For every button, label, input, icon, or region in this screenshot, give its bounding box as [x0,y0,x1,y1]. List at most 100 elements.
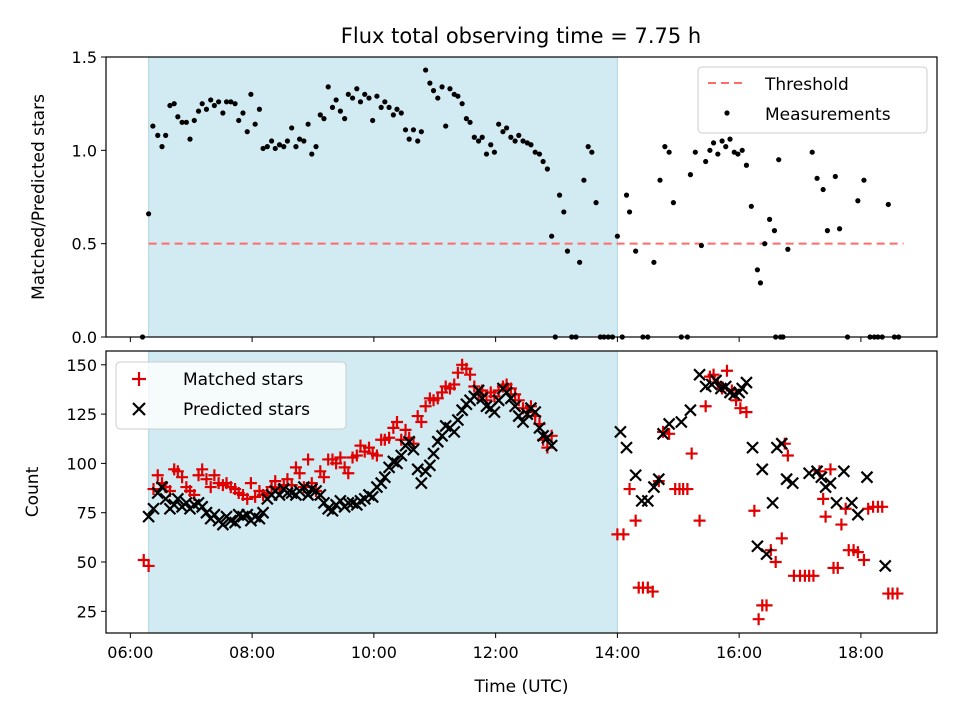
predicted-legend-swatch [132,402,146,416]
predicted-star-point [693,368,706,381]
measurement-point [692,149,698,155]
measurement-point [703,158,709,165]
measurement-point [581,177,587,183]
measurement-point [743,162,750,168]
measurement-point [776,157,782,163]
count-x-tick-label: 06:00 [107,643,153,662]
measurement-point [337,108,343,114]
measurement-point [244,129,250,135]
matched-star-point [819,510,832,523]
predicted-star-point [620,441,633,454]
measurement-point [536,151,543,157]
measurement-point [386,104,392,110]
matched-star-point [293,467,306,480]
predicted-star-point [419,465,432,478]
predicted-star-point [314,488,327,502]
measurement-point [491,149,498,155]
matched-star-point [415,415,428,428]
matched-star-point [370,449,383,462]
matched-star-point [419,400,432,413]
measurement-point [623,192,630,198]
predicted-star-point [472,384,485,397]
count-panel: 25 50 75 100 125 150 06:00 08:00 10:00 12:00 14:0… [23,350,938,697]
measurement-point [500,129,506,135]
predicted-star-point [253,512,266,525]
predicted-star-point [455,403,469,417]
ratio-y-tick-label: 0.5 [72,235,97,254]
matched-star-point [200,473,213,486]
predicted-star-point [508,399,522,413]
predicted-star-point [142,510,155,523]
predicted-star-point [155,480,169,494]
count-x-tick-label: 10:00 [351,643,397,662]
measurements-legend-swatch [724,110,730,116]
measurement-point [556,192,563,198]
measurement-point [651,259,657,265]
matched-star-point [204,481,217,494]
measurement-point [394,106,400,112]
matched-star-point [512,394,525,407]
predicted-star-point [208,508,221,521]
matched-star-point [617,528,630,541]
matched-star-point [775,532,788,545]
predicted-star-point [629,468,642,482]
predicted-star-point [147,502,160,516]
predicted-star-point [415,476,428,490]
count-x-axis-label: Time (UTC) [474,677,569,697]
measurement-point [390,112,396,118]
measurement-point [313,144,319,150]
measurement-point [463,116,470,122]
measurement-point [293,144,299,150]
predicted-star-point [614,425,627,439]
count-y-axis: 25 50 75 100 125 150 [66,356,106,621]
predicted-star-point [256,506,270,519]
observing-span-top [148,56,618,338]
predicted-star-point [500,386,513,399]
measurement-point [614,233,620,239]
measurement-point [187,136,193,142]
threshold-legend-label: Threshold [764,75,849,95]
predicted-star-point [641,494,655,508]
matched-star-point [395,433,408,446]
predicted-star-point [845,496,859,510]
predicted-star-point [171,492,185,506]
predicted-star-point [528,405,542,419]
matched-star-point [835,518,848,531]
ratio-plot-frame [105,56,938,338]
matched-legend-swatch [132,372,146,386]
measurement-point [406,136,412,142]
predicted-star-point [647,480,661,494]
measurement-point [832,173,838,180]
count-legend: Matched stars Predicted stars [115,361,347,430]
measurement-point [809,149,815,155]
measurement-point [321,116,327,122]
measurement-point [824,228,831,234]
measurement-point [296,136,303,142]
measurement-point [374,93,380,99]
measurement-point [723,144,729,150]
predicted-star-point [326,504,339,518]
measurement-point [402,127,409,133]
measurements-legend-label: Measurements [765,105,891,125]
matched-star-point [448,378,461,391]
matched-star-point [142,559,155,572]
measurement-point [861,177,867,183]
measurement-point [508,134,514,140]
matched-star-point [334,451,347,464]
matched-star-point [244,477,257,490]
matched-star-point [176,471,189,484]
matched-star-point [817,492,830,505]
measurement-point [203,106,210,112]
count-y-tick-label: 75 [77,504,97,523]
measurement-point [748,203,754,209]
measurement-point [577,259,583,265]
predicted-star-point [775,437,789,450]
matched-star-point [781,449,794,462]
measurement-point [208,97,214,103]
matched-star-point [839,502,852,515]
measurement-point [666,149,672,155]
predicted-star-point [541,431,554,445]
count-y-tick-label: 125 [66,405,97,424]
measurement-point [707,147,713,153]
count-y-tick-label: 50 [77,553,97,572]
